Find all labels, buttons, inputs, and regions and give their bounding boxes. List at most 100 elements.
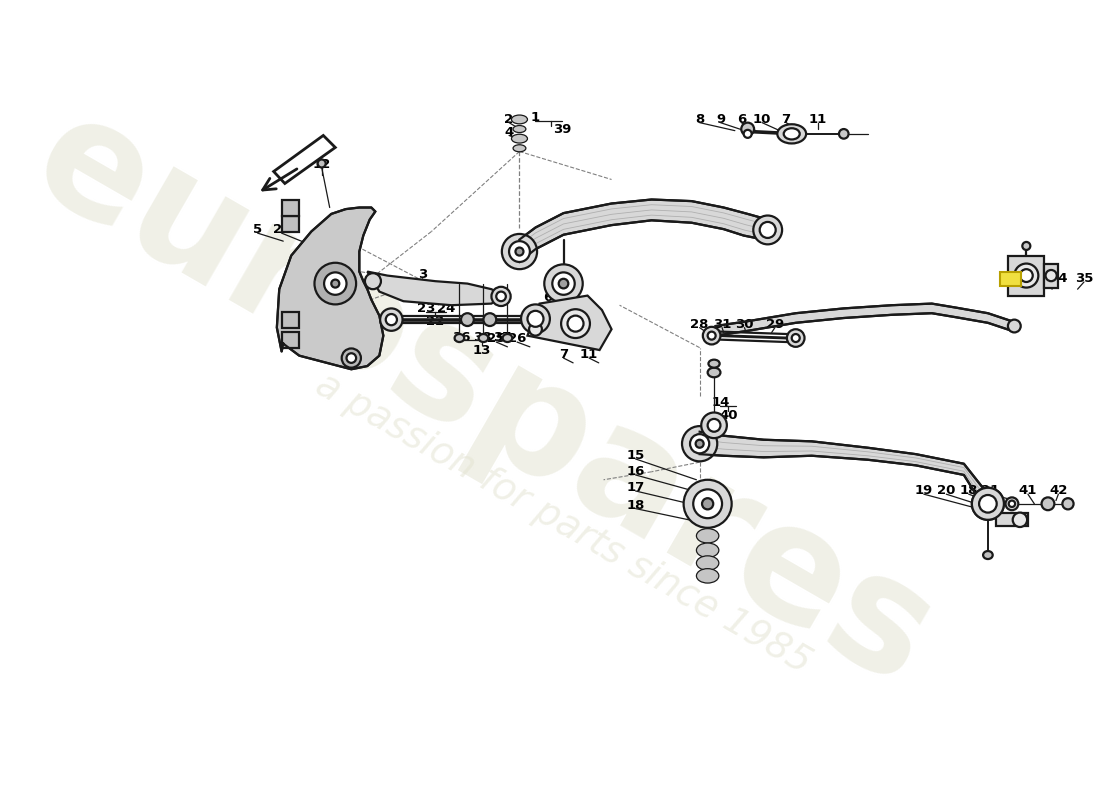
Text: 21: 21	[981, 485, 1000, 498]
Circle shape	[1014, 263, 1038, 287]
Text: 31: 31	[713, 318, 732, 331]
Circle shape	[702, 498, 713, 510]
Text: 17: 17	[626, 482, 645, 494]
Circle shape	[1022, 242, 1031, 250]
Polygon shape	[528, 295, 612, 350]
Text: 13: 13	[473, 343, 491, 357]
Text: 7: 7	[559, 348, 568, 362]
Ellipse shape	[783, 128, 800, 139]
Text: 18: 18	[959, 485, 978, 498]
Text: 8: 8	[695, 113, 704, 126]
Text: 5: 5	[253, 223, 262, 237]
Ellipse shape	[1042, 498, 1055, 510]
Text: 26: 26	[508, 332, 526, 346]
Text: 18: 18	[626, 499, 645, 512]
Ellipse shape	[1063, 498, 1074, 510]
FancyBboxPatch shape	[1000, 271, 1021, 286]
Text: 15: 15	[626, 450, 645, 462]
Circle shape	[1045, 270, 1057, 281]
Text: 28: 28	[691, 318, 708, 331]
Text: 32: 32	[1001, 272, 1020, 286]
Ellipse shape	[503, 334, 513, 342]
Circle shape	[701, 413, 727, 438]
Text: 36: 36	[452, 330, 471, 344]
Circle shape	[693, 490, 722, 518]
Circle shape	[381, 309, 403, 331]
Circle shape	[528, 311, 543, 327]
Circle shape	[509, 241, 530, 262]
Text: 6: 6	[543, 290, 552, 304]
Text: 22: 22	[427, 314, 444, 328]
Text: 4: 4	[505, 126, 514, 138]
Ellipse shape	[318, 159, 326, 167]
Circle shape	[331, 279, 339, 287]
Polygon shape	[282, 199, 299, 215]
Circle shape	[324, 272, 346, 294]
Ellipse shape	[454, 334, 464, 342]
Text: 30: 30	[735, 318, 754, 331]
Circle shape	[552, 272, 574, 294]
Ellipse shape	[1009, 501, 1015, 507]
Text: a passion for parts since 1985: a passion for parts since 1985	[309, 366, 817, 681]
Circle shape	[529, 323, 542, 336]
Text: 11: 11	[580, 348, 598, 362]
Text: 2: 2	[505, 113, 514, 126]
Text: 9: 9	[716, 113, 725, 126]
Circle shape	[741, 122, 755, 135]
Text: 14: 14	[712, 396, 729, 410]
Polygon shape	[1008, 255, 1044, 295]
Text: 37: 37	[494, 330, 512, 344]
Circle shape	[521, 305, 550, 334]
Polygon shape	[274, 135, 336, 183]
Ellipse shape	[696, 556, 718, 570]
Text: 38: 38	[473, 330, 491, 344]
Ellipse shape	[1005, 498, 1019, 510]
Polygon shape	[700, 432, 988, 514]
Polygon shape	[282, 215, 299, 231]
Text: 6: 6	[737, 113, 746, 126]
Circle shape	[1013, 513, 1027, 527]
Text: 25: 25	[487, 332, 505, 346]
Ellipse shape	[478, 334, 488, 342]
Circle shape	[707, 419, 721, 432]
Circle shape	[786, 330, 804, 347]
Ellipse shape	[708, 360, 719, 368]
Text: 29: 29	[766, 318, 784, 331]
Circle shape	[682, 426, 717, 462]
Circle shape	[559, 278, 569, 288]
Text: 41: 41	[1019, 485, 1037, 498]
Circle shape	[492, 286, 510, 306]
Text: 35: 35	[1075, 272, 1093, 286]
Ellipse shape	[512, 115, 528, 124]
Polygon shape	[996, 514, 1027, 526]
Text: 1: 1	[530, 111, 539, 124]
Circle shape	[1020, 269, 1033, 282]
Circle shape	[839, 129, 848, 138]
Ellipse shape	[754, 215, 782, 244]
Circle shape	[972, 488, 1004, 520]
Ellipse shape	[778, 124, 806, 143]
Ellipse shape	[983, 551, 992, 559]
Circle shape	[502, 234, 537, 269]
Text: 39: 39	[552, 122, 571, 135]
Circle shape	[703, 327, 720, 345]
Text: 27: 27	[273, 223, 290, 237]
Circle shape	[315, 262, 356, 305]
Circle shape	[683, 480, 732, 528]
Polygon shape	[367, 271, 504, 306]
Text: 23: 23	[417, 302, 434, 315]
Text: 19: 19	[915, 485, 933, 498]
Ellipse shape	[512, 134, 528, 143]
Circle shape	[568, 316, 583, 332]
Ellipse shape	[707, 368, 721, 378]
Circle shape	[707, 332, 716, 340]
Circle shape	[496, 291, 506, 302]
Polygon shape	[282, 332, 299, 348]
Ellipse shape	[483, 314, 496, 326]
Circle shape	[690, 434, 710, 454]
Ellipse shape	[1008, 320, 1021, 333]
Circle shape	[972, 488, 1004, 520]
Circle shape	[695, 440, 704, 448]
Ellipse shape	[760, 222, 775, 238]
Polygon shape	[277, 207, 383, 370]
